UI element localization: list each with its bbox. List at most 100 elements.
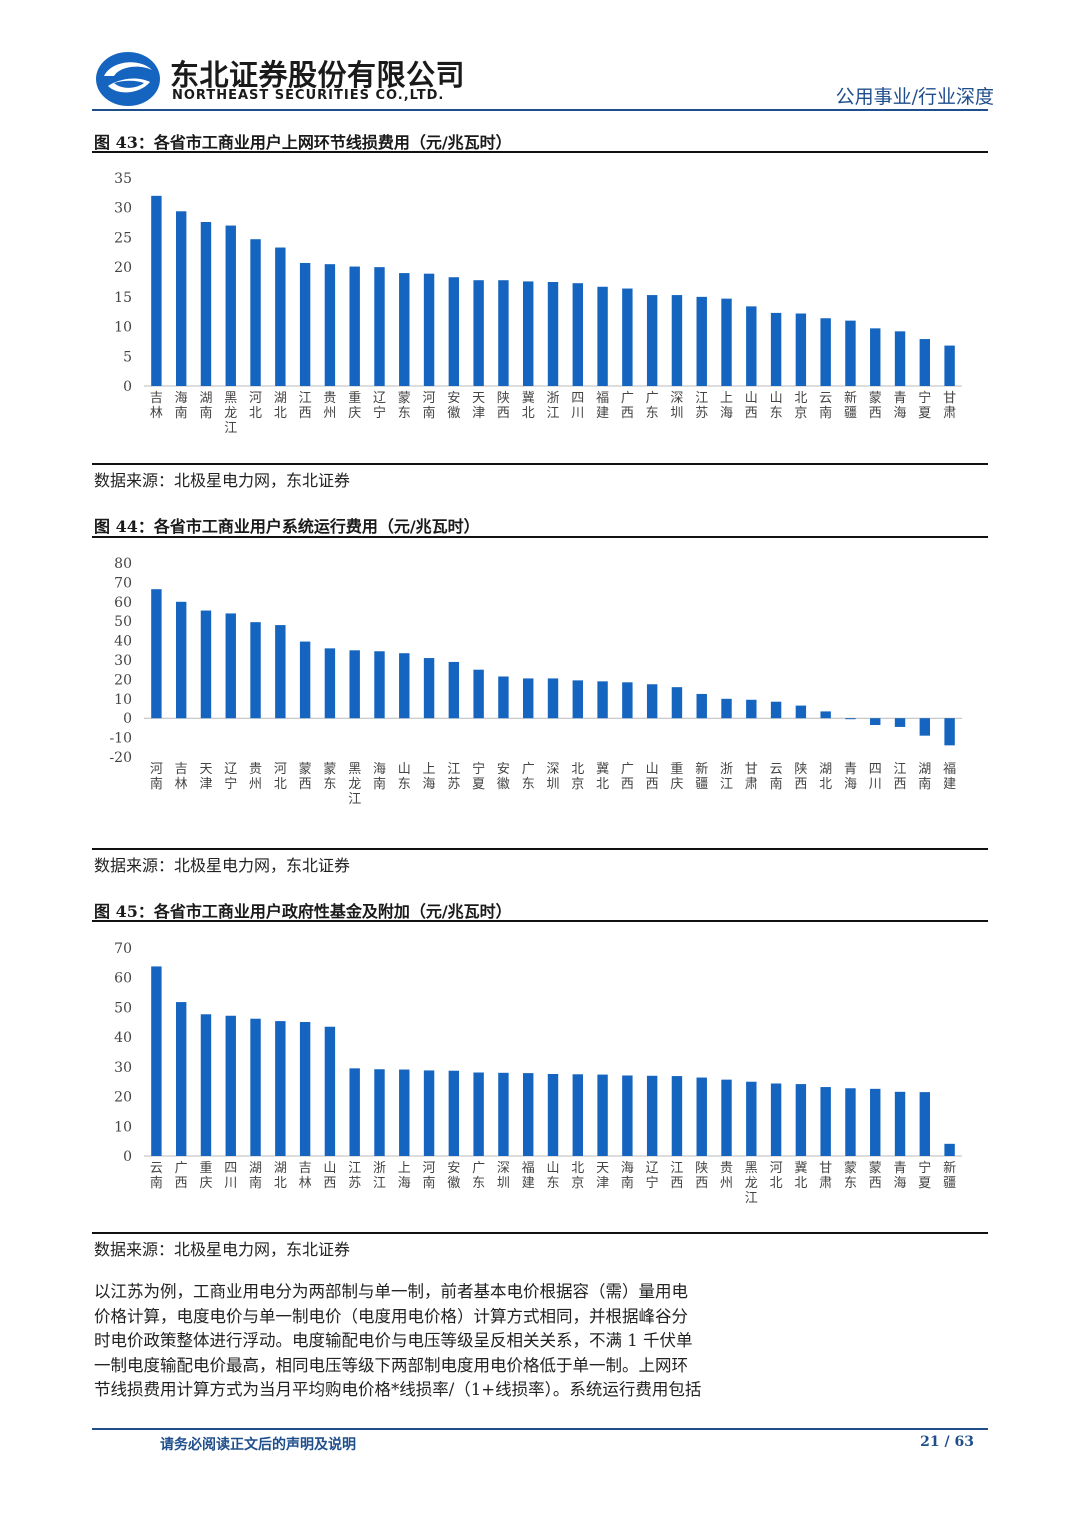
x-tick-label: 安 bbox=[447, 1161, 460, 1176]
bar bbox=[597, 681, 608, 719]
x-tick-label: 吉 bbox=[175, 762, 188, 777]
x-tick-label: 北 bbox=[571, 762, 584, 777]
x-tick-label: 浙 bbox=[373, 1161, 386, 1176]
bar bbox=[151, 195, 162, 386]
x-tick-label: 河 bbox=[150, 762, 163, 777]
footer-rule bbox=[92, 1428, 988, 1430]
x-tick-label: 州 bbox=[720, 1176, 733, 1191]
bar bbox=[919, 718, 931, 736]
bar bbox=[572, 283, 583, 386]
bar bbox=[944, 1143, 955, 1156]
x-tick-label: 新 bbox=[943, 1160, 956, 1176]
x-tick-label: 蒙 bbox=[844, 1161, 857, 1176]
x-tick-label: 西 bbox=[299, 406, 312, 421]
bar bbox=[374, 651, 385, 719]
x-tick-label: 肃 bbox=[943, 406, 956, 421]
x-tick-label: 云 bbox=[150, 1161, 163, 1176]
bar bbox=[498, 1072, 509, 1156]
x-tick-label: 苏 bbox=[447, 776, 460, 792]
x-tick-label: 西 bbox=[794, 777, 807, 792]
x-tick-label: 蒙 bbox=[869, 391, 882, 406]
x-tick-label: 海 bbox=[373, 762, 386, 777]
x-tick-label: 上 bbox=[398, 1161, 411, 1176]
bar bbox=[746, 699, 757, 719]
x-tick-label: 云 bbox=[770, 762, 783, 777]
y-tick-label: 15 bbox=[114, 290, 132, 306]
x-tick-label: 北 bbox=[274, 406, 287, 421]
bar bbox=[646, 1075, 658, 1156]
x-tick-label: 疆 bbox=[844, 406, 857, 421]
bar bbox=[622, 682, 633, 719]
x-tick-label: 南 bbox=[621, 1175, 634, 1191]
x-tick-label: 建 bbox=[943, 777, 956, 792]
x-tick-label: 东 bbox=[546, 1176, 559, 1191]
x-tick-label: 川 bbox=[224, 1176, 237, 1191]
x-tick-label: 京 bbox=[794, 406, 807, 421]
figure-44-bottom-rule bbox=[92, 848, 988, 850]
bar bbox=[721, 698, 732, 719]
x-tick-label: 河 bbox=[770, 1161, 783, 1176]
x-tick-label: 江 bbox=[670, 1161, 683, 1176]
x-tick-label: 西 bbox=[175, 1176, 188, 1191]
x-tick-label: 冀 bbox=[522, 390, 535, 406]
x-tick-label: 徽 bbox=[497, 777, 510, 792]
x-tick-label: 贵 bbox=[249, 762, 262, 777]
bar bbox=[250, 1018, 261, 1156]
x-tick-label: 天 bbox=[199, 762, 212, 777]
bar bbox=[870, 328, 881, 386]
bar bbox=[473, 280, 484, 386]
x-tick-label: 吉 bbox=[299, 1161, 312, 1176]
x-tick-label: 辽 bbox=[373, 391, 386, 406]
x-tick-label: 疆 bbox=[695, 777, 708, 792]
x-tick-label: 津 bbox=[199, 777, 212, 792]
bar bbox=[349, 1068, 360, 1156]
x-tick-label: 河 bbox=[423, 1161, 436, 1176]
figure-43-chart: 05101520253035吉林海南湖南黑龙江河北湖北江西贵州重庆辽宁蒙东河南安… bbox=[114, 171, 962, 436]
x-tick-label: 海 bbox=[398, 1176, 411, 1191]
x-tick-label: 东 bbox=[398, 406, 411, 421]
bar bbox=[225, 613, 236, 719]
bar bbox=[324, 648, 336, 719]
figure-44-title: 图 44：各省市工商业用户系统运行费用（元/兆瓦时） bbox=[94, 517, 480, 536]
bar bbox=[200, 221, 212, 386]
bar bbox=[646, 295, 658, 386]
bar bbox=[894, 1091, 906, 1156]
y-tick-label: 20 bbox=[114, 260, 132, 276]
x-tick-label: 东 bbox=[472, 1176, 485, 1191]
x-tick-label: 林 bbox=[150, 406, 163, 421]
x-tick-label: 湖 bbox=[199, 391, 212, 406]
x-tick-label: 西 bbox=[621, 406, 634, 421]
x-tick-label: 广 bbox=[621, 762, 634, 777]
bar bbox=[944, 718, 955, 746]
x-tick-label: 广 bbox=[522, 762, 535, 777]
y-tick-label: -10 bbox=[109, 731, 132, 747]
bar bbox=[572, 680, 583, 719]
x-tick-label: 津 bbox=[596, 1176, 609, 1191]
x-tick-label: 蒙 bbox=[299, 762, 312, 777]
x-tick-label: 南 bbox=[373, 776, 386, 792]
y-tick-label: 10 bbox=[114, 320, 132, 336]
x-tick-label: 江 bbox=[546, 406, 559, 421]
bar bbox=[175, 1002, 187, 1156]
bar bbox=[151, 589, 162, 719]
x-tick-label: 江 bbox=[348, 1161, 361, 1176]
x-tick-label: 冀 bbox=[596, 761, 609, 777]
bar bbox=[770, 701, 782, 719]
x-tick-label: 青 bbox=[844, 762, 857, 777]
report-category: 公用事业/行业深度 bbox=[835, 86, 994, 108]
y-tick-label: 30 bbox=[114, 201, 132, 217]
x-tick-label: 西 bbox=[323, 1176, 336, 1191]
x-tick-label: 重 bbox=[199, 1160, 212, 1176]
x-tick-label: 甘 bbox=[943, 391, 956, 406]
x-tick-label: 青 bbox=[894, 1161, 907, 1176]
figure-43-source: 数据来源：北极星电力网，东北证券 bbox=[94, 471, 351, 490]
y-tick-label: 80 bbox=[114, 556, 132, 572]
y-tick-label: 50 bbox=[114, 614, 132, 630]
figure-43-bottom-rule bbox=[92, 463, 988, 465]
y-tick-label: 40 bbox=[114, 1030, 132, 1046]
y-tick-label: 30 bbox=[114, 1060, 132, 1076]
x-tick-label: 蒙 bbox=[323, 762, 336, 777]
x-tick-label: 津 bbox=[472, 406, 485, 421]
x-tick-label: 江 bbox=[447, 762, 460, 777]
x-tick-label: 北 bbox=[522, 406, 535, 421]
